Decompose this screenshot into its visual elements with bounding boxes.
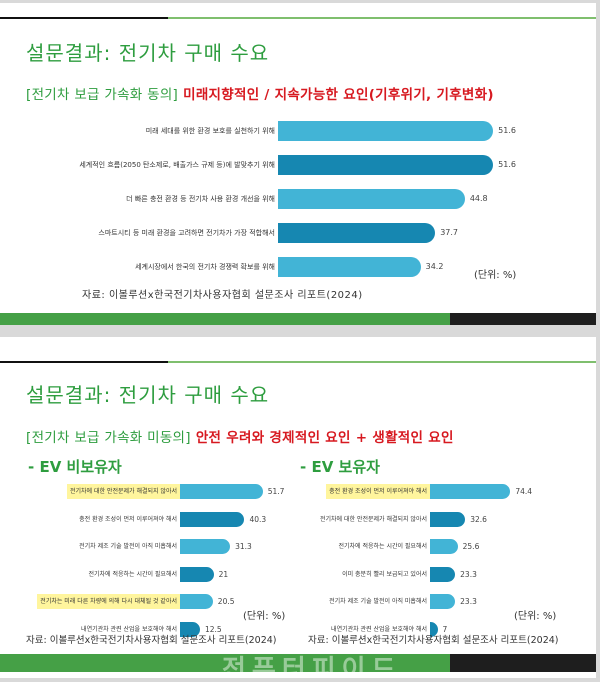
chart-row: 전기차 제조 기술 발전이 아직 미흡해서 (0, 594, 430, 609)
bar (180, 539, 231, 554)
slide-subtitle: [전기차 보급 가속화 동의] 미래지향적인 / 지속가능한 요인(기후위기, … (26, 83, 494, 103)
bar-label: 전기차는 미래 다른 차량에 의해 다시 대체될 것 같아서 (37, 594, 180, 609)
bar-value: 21 (218, 569, 229, 579)
bar-label: 충전 환경 조성이 먼저 이루어져야 해서 (79, 515, 177, 523)
slide-subtitle: [전기차 보급 가속화 미동의] 안전 우려와 경제적인 요인 + 생활적인 요… (26, 426, 454, 446)
slide-title: 설문결과: 전기차 구매 수요 (26, 383, 270, 407)
bar-value: 20.5 (217, 597, 235, 606)
bar-label: 내연기관차 관련 산업을 보호해야 해서 (331, 625, 427, 633)
header-rule-green (168, 17, 596, 19)
unit-label: (단위: %) (474, 270, 517, 281)
section-title-non-owners: - EV 비보유자 (28, 458, 122, 476)
bar (430, 484, 511, 499)
bar (180, 566, 214, 582)
bar-label: 미래 세대를 위한 환경 보호를 실천하기 위해 (145, 127, 275, 135)
source-note-left: 자료: 이볼루션x한국전기차사용자협회 설문조사 리포트(2024) (26, 635, 277, 646)
bar-label: 전기차에 대한 안전문제가 해결되지 않아서 (320, 515, 427, 523)
source-note: 자료: 이볼루션x한국전기차사용자협회 설문조사 리포트(2024) (82, 290, 363, 301)
bar-label: 전기차에 대한 안전문제가 해결되지 않아서 (67, 484, 180, 499)
section-title-owners: - EV 보유자 (300, 458, 380, 476)
slide-agree: 설문결과: 전기차 구매 수요 [전기차 보급 가속화 동의] 미래지향적인 /… (0, 3, 596, 325)
chart-row: 충전 환경 조성이 먼저 이루어져야 해서 (0, 512, 180, 527)
bar-label: 세계적인 흐름(2050 탄소제로, 배출가스 규제 등)에 발맞추기 위해 (79, 161, 275, 169)
subtitle-highlight: 안전 우려와 경제적인 요인 + 생활적인 요인 (195, 430, 454, 446)
subtitle-category: [전기차 보급 가속화 동의] (26, 87, 179, 103)
chart-row: 전기차에 적응하는 시간이 필요해서 (0, 567, 180, 582)
bar-label: 전기차 제조 기술 발전이 아직 미흡해서 (329, 598, 427, 605)
bar (278, 155, 494, 175)
bar (430, 621, 438, 637)
chart-row: 전기차 제조 기술 발전이 아직 미흡해서 (0, 539, 180, 554)
bar-value: 37.7 (440, 228, 459, 237)
bar-label: 전기차에 적응하는 시간이 필요해서 (88, 570, 177, 578)
bar-label: 전기차에 적응하는 시간이 필요해서 (338, 543, 427, 550)
footer-bar-green (0, 313, 450, 325)
footer-bar-black (450, 313, 596, 325)
bar-label: 전기차 제조 기술 발전이 아직 미흡해서 (79, 543, 177, 550)
unit-label-left: (단위: %) (243, 611, 286, 622)
bar-value: 23.3 (460, 597, 477, 606)
source-note-right: 자료: 이볼루션x한국전기차사용자협회 설문조사 리포트(2024) (308, 635, 559, 646)
chart-row: 이미 충분히 빨리 보급되고 있어서 (0, 567, 430, 582)
chart-row: 전기차는 미래 다른 차량에 의해 다시 대체될 것 같아서 (0, 594, 180, 609)
subtitle-highlight: 미래지향적인 / 지속가능한 요인(기후위기, 기후변화) (183, 87, 494, 103)
chart-row: 세계적인 흐름(2050 탄소제로, 배출가스 규제 등)에 발맞추기 위해 (0, 155, 278, 175)
bar-value: 23.3 (460, 569, 477, 579)
bar (430, 566, 456, 582)
bar-value: 51.6 (498, 126, 516, 135)
bar (180, 594, 213, 609)
unit-label-right: (단위: %) (514, 611, 557, 622)
chart-row: 전기차에 적응하는 시간이 필요해서 (0, 539, 430, 554)
bar (278, 223, 436, 243)
bar-label: 세계시장에서 한국의 전기차 경쟁력 확보를 위해 (135, 263, 275, 271)
bar-value: 31.3 (235, 542, 252, 551)
bar-value: 40.3 (249, 514, 267, 524)
bar (430, 539, 458, 554)
bar (180, 484, 263, 499)
bar (180, 621, 200, 637)
chart-row: 스마트시티 등 미래 환경을 고려하면 전기차가 가장 적합해서 (0, 223, 278, 243)
watermark-text: 전퓨터피이드 (222, 655, 402, 678)
bar-value: 74.4 (515, 487, 533, 496)
bar-label: 이미 충분히 빨리 보급되고 있어서 (342, 570, 427, 578)
subtitle-category: [전기차 보급 가속화 미동의] (26, 430, 191, 446)
bar-value: 44.8 (469, 194, 488, 203)
bar (180, 511, 245, 527)
bar-value: 12.5 (205, 624, 222, 634)
header-rule-black (0, 361, 168, 363)
slide-disagree: 설문결과: 전기차 구매 수요 [전기차 보급 가속화 미동의] 안전 우려와 … (0, 337, 596, 678)
chart-row: 내연기관차 관련 산업을 보호해야 해서 (0, 622, 430, 637)
chart-row: 미래 세대를 위한 환경 보호를 실천하기 위해 (0, 121, 278, 141)
footer-bar-green (0, 654, 450, 672)
bar (278, 121, 494, 141)
header-rule-black (0, 17, 168, 19)
footer-bar-black (450, 654, 596, 672)
chart-row: 전기차에 대한 안전문제가 해결되지 않아서 (0, 512, 430, 527)
bar-value: 32.6 (470, 514, 487, 524)
bar-value: 34.2 (425, 262, 444, 271)
bar (278, 189, 465, 209)
bar (430, 594, 456, 609)
chart-row: 충전 환경 조성이 먼저 이루어져야 해서 (0, 484, 430, 499)
chart-row: 내연기관차 관련 산업을 보호해야 해서 (0, 622, 180, 637)
bar-value: 25.6 (462, 542, 480, 551)
bar-label: 스마트시티 등 미래 환경을 고려하면 전기차가 가장 적합해서 (98, 229, 275, 237)
bar-value: 51.6 (498, 160, 516, 169)
bar (430, 511, 466, 527)
chart-row: 전기차에 대한 안전문제가 해결되지 않아서 (0, 484, 180, 499)
chart-row: 세계시장에서 한국의 전기차 경쟁력 확보를 위해 (0, 257, 278, 277)
bar-value: 7 (442, 624, 448, 634)
bar-label: 내연기관차 관련 산업을 보호해야 해서 (81, 625, 177, 633)
bar-value: 51.7 (267, 487, 285, 496)
chart-row: 더 빠른 충전 환경 등 전기차 사용 환경 개선을 위해 (0, 189, 278, 209)
bar-label: 충전 환경 조성이 먼저 이루어져야 해서 (326, 484, 430, 499)
header-rule-green (168, 361, 596, 363)
bar-label: 더 빠른 충전 환경 등 전기차 사용 환경 개선을 위해 (126, 195, 275, 203)
bar (278, 257, 421, 277)
slide-title: 설문결과: 전기차 구매 수요 (26, 41, 270, 65)
